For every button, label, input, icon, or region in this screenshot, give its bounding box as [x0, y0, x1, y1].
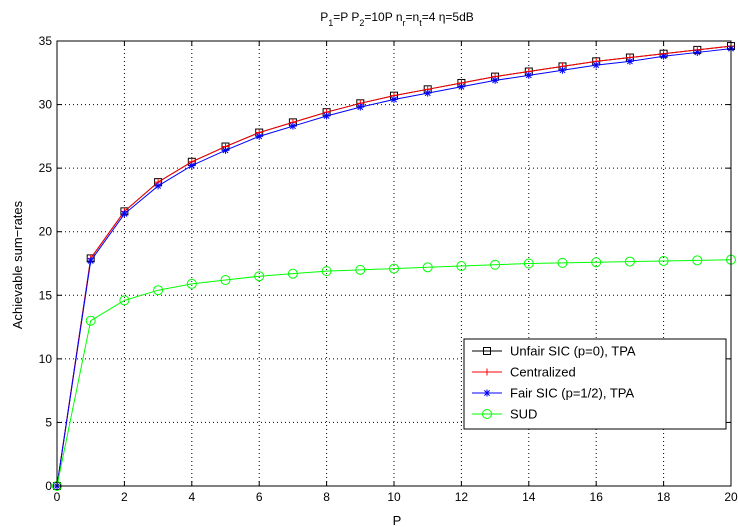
y-axis-label: Achievable sum−rates [10, 200, 25, 329]
data-point-series-2 [559, 66, 566, 74]
y-tick-label: 0 [45, 479, 52, 493]
axes [56, 40, 732, 487]
data-point-series-2 [87, 257, 95, 265]
y-tick-label: 15 [39, 288, 53, 302]
legend-label-3: SUD [510, 407, 537, 422]
x-tick-label: 14 [522, 490, 536, 504]
x-tick-label: 18 [657, 490, 671, 504]
y-tick-label: 5 [45, 415, 52, 429]
data-point-series-2 [457, 83, 465, 91]
x-tick-label: 4 [188, 490, 195, 504]
series-line-3 [56, 259, 732, 487]
data-point-series-3 [85, 315, 96, 326]
data-point-series-3 [422, 262, 433, 273]
data-point-series-2 [222, 146, 229, 154]
y-tick-label: 35 [39, 34, 53, 48]
data-point-series-3 [658, 255, 669, 266]
x-tick-label: 0 [54, 490, 61, 504]
data-point-series-2 [255, 132, 263, 140]
data-point-series-2 [323, 112, 331, 120]
data-point-series-3 [692, 255, 703, 266]
y-tick-label: 20 [39, 225, 53, 239]
data-point-series-3 [254, 271, 265, 282]
data-point-series-2 [356, 103, 364, 111]
data-point-series-2 [592, 61, 600, 69]
data-point-series-3 [186, 278, 197, 289]
tick-labels: 0 2 4 6 8 10 12 14 16 18 20 0 5 10 15 20 25 30 35 [39, 34, 738, 504]
data-point-series-2 [120, 210, 128, 218]
x-tick-label: 10 [387, 490, 401, 504]
x-tick-label: 6 [256, 490, 263, 504]
data-point-series-2 [424, 89, 432, 97]
data-point-series-3 [591, 257, 602, 268]
x-tick-label: 12 [455, 490, 469, 504]
data-point-series-3 [220, 275, 231, 286]
data-point-series-3 [456, 261, 467, 272]
legend-marker-2 [483, 389, 491, 397]
data-point-series-2 [188, 162, 196, 170]
data-point-series-3 [624, 256, 635, 267]
data-point-series-3 [389, 263, 399, 274]
legend-label-0: Unfair SIC (p=0), TPA [510, 344, 636, 359]
legend-marker-3 [482, 409, 492, 419]
x-tick-label: 16 [590, 490, 604, 504]
data-point-series-3 [490, 259, 501, 270]
legend-label-2: Fair SIC (p=1/2), TPA [510, 386, 634, 401]
data-point-series-3 [119, 295, 130, 306]
legend: Unfair SIC (p=0), TPA Centralized Fair SIC… [463, 338, 727, 430]
x-tick-label: 2 [121, 490, 128, 504]
y-tick-label: 30 [39, 98, 53, 112]
data-point-series-2 [390, 95, 398, 103]
legend-label-1: Centralized [510, 365, 576, 380]
data-point-series-3 [557, 257, 568, 268]
legend-marker-0 [483, 347, 491, 355]
legend-marker-1 [483, 368, 491, 376]
data-point-series-2 [289, 122, 297, 130]
data-point-series-2 [491, 76, 499, 84]
data-point-series-2 [154, 182, 162, 190]
data-point-series-2 [626, 57, 634, 65]
data-point-series-3 [355, 264, 366, 275]
data-point-series-3 [153, 285, 164, 296]
y-tick-label: 10 [39, 352, 53, 366]
series-layer [52, 42, 736, 491]
data-point-series-2 [660, 52, 668, 60]
y-tick-label: 25 [39, 161, 53, 175]
data-point-series-2 [525, 71, 533, 79]
legend-box [463, 338, 727, 430]
data-point-series-3 [321, 266, 332, 277]
x-tick-label: 8 [323, 490, 330, 504]
data-point-series-3 [523, 258, 534, 269]
grid-lines [57, 41, 731, 486]
chart-title: P1=P P2=10P nr=nt=4 η=5dB [320, 10, 474, 28]
data-point-series-3 [287, 268, 298, 279]
x-tick-label: 20 [724, 490, 738, 504]
x-axis-label: P [393, 513, 402, 527]
data-point-series-2 [693, 48, 701, 56]
